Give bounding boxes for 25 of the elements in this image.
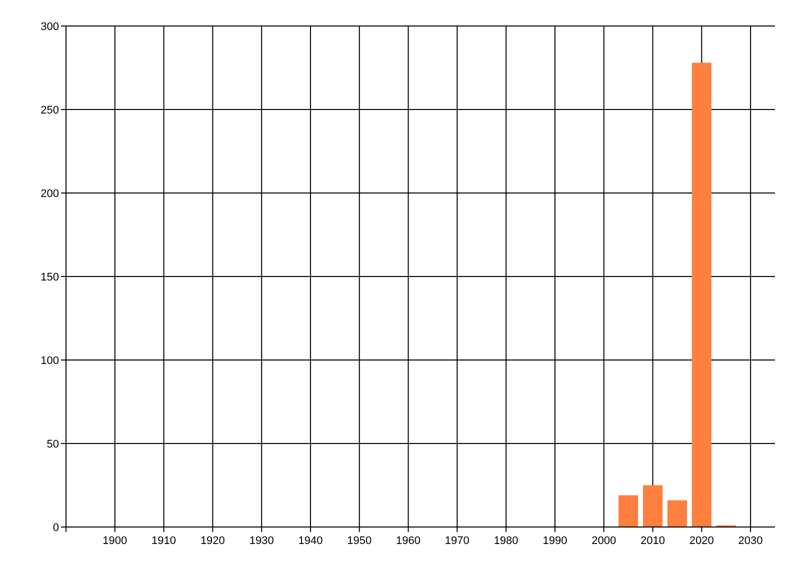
x-tick-label: 1990 bbox=[542, 535, 568, 547]
y-tick-label: 100 bbox=[40, 354, 59, 367]
bar bbox=[642, 485, 663, 527]
x-tick-label: 1960 bbox=[396, 535, 421, 547]
x-tick-label: 2000 bbox=[592, 535, 616, 547]
bar bbox=[667, 500, 687, 527]
bar bbox=[618, 495, 638, 527]
x-tick-label: 1930 bbox=[249, 535, 274, 547]
x-tick-label: 1970 bbox=[444, 535, 470, 547]
x-tick-label: 1910 bbox=[152, 535, 176, 547]
x-tick-label: 1920 bbox=[200, 535, 225, 547]
x-tick-label: 1950 bbox=[347, 535, 372, 547]
x-tick-label: 2030 bbox=[738, 535, 763, 547]
x-tick-label: 2020 bbox=[689, 535, 714, 547]
y-tick-label: 50 bbox=[46, 438, 59, 450]
y-tick-label: 0 bbox=[52, 522, 59, 534]
x-tick-label: 1900 bbox=[102, 535, 128, 547]
y-tick-label: 250 bbox=[40, 104, 59, 116]
x-tick-label: 1940 bbox=[298, 535, 323, 547]
x-tick-label: 2010 bbox=[640, 535, 665, 547]
bar bbox=[692, 62, 712, 527]
y-tick-label: 300 bbox=[40, 20, 59, 33]
x-tick-label: 1980 bbox=[494, 535, 518, 547]
y-tick-label: 200 bbox=[40, 188, 59, 200]
y-tick-label: 150 bbox=[40, 271, 59, 284]
